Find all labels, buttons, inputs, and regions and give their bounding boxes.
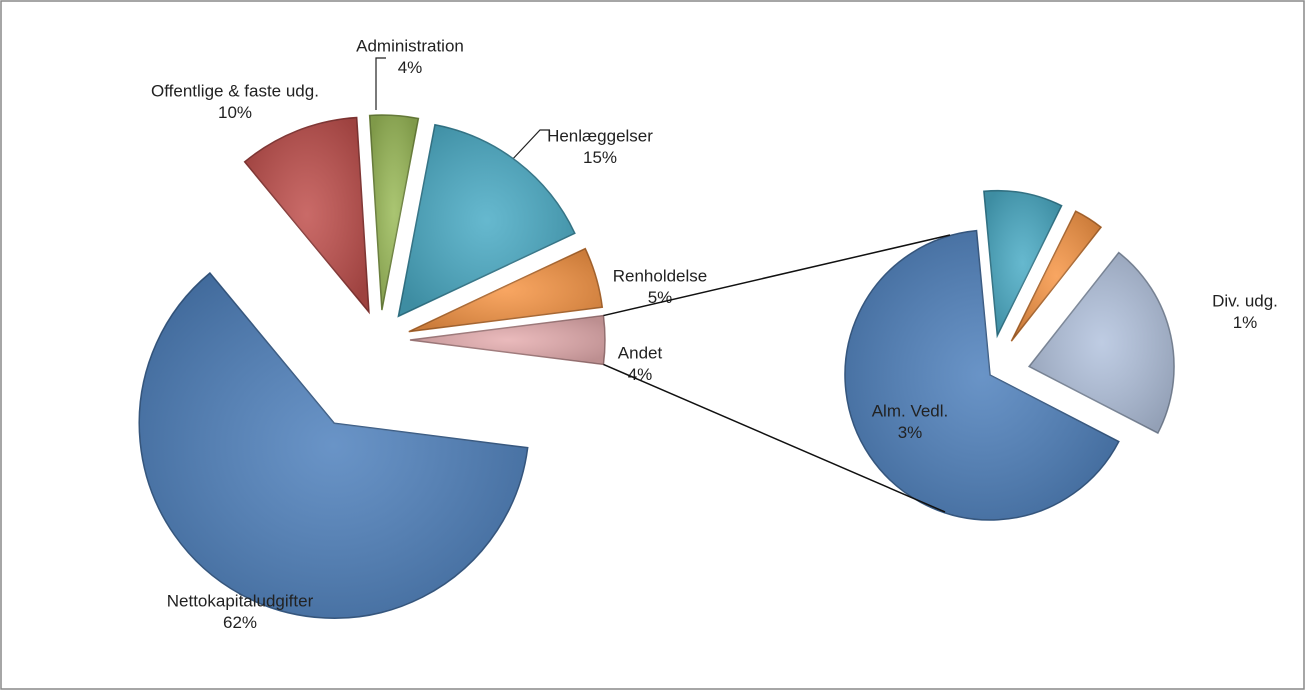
- label-category: Offentlige & faste udg.: [151, 82, 319, 101]
- slice-shading: [244, 117, 369, 313]
- connector-line: [603, 363, 946, 513]
- label-category: Alm. Vedl.: [872, 402, 949, 421]
- connector-line: [603, 234, 951, 317]
- data-label: Nettokapitaludgifter 62%: [167, 592, 314, 632]
- data-label: Henlæggelser 15%: [547, 127, 653, 167]
- label-value: 5%: [648, 288, 673, 307]
- label-value: 4%: [628, 365, 653, 384]
- label-category: Div. udg.: [1212, 292, 1278, 311]
- slice-shading: [983, 190, 1062, 336]
- slice-shading: [398, 124, 575, 317]
- data-label: Offentlige & faste udg. 10%: [151, 82, 319, 122]
- label-category: Henlæggelser: [547, 127, 653, 146]
- data-label: Alm. Vedl. 3%: [872, 402, 949, 442]
- label-category: Administration: [356, 37, 464, 56]
- label-value: 4%: [398, 58, 423, 77]
- label-category: Nettokapitaludgifter: [167, 592, 314, 611]
- label-category: Renholdelse: [613, 267, 708, 286]
- data-label: Andet 4%: [618, 344, 663, 384]
- label-value: 1%: [1233, 313, 1258, 332]
- label-category: Andet: [618, 344, 663, 363]
- slice-shading: [369, 115, 419, 311]
- leader-line: [375, 57, 386, 110]
- slice-shading: [408, 248, 603, 332]
- slice-shading: [845, 230, 1119, 520]
- data-label: Administration 4%: [356, 37, 464, 77]
- data-label: Renholdelse 5%: [613, 267, 708, 307]
- data-label: Div. udg. 1%: [1212, 292, 1278, 332]
- plot: [138, 114, 1175, 619]
- slice-shading: [410, 315, 606, 365]
- label-value: 62%: [223, 613, 257, 632]
- leader-line: [509, 129, 550, 163]
- slice-shading: [139, 272, 528, 619]
- label-value: 15%: [583, 148, 617, 167]
- label-value: 10%: [218, 103, 252, 122]
- label-value: 3%: [898, 423, 923, 442]
- slice-shading: [1011, 211, 1102, 342]
- slice-shading: [1029, 252, 1175, 434]
